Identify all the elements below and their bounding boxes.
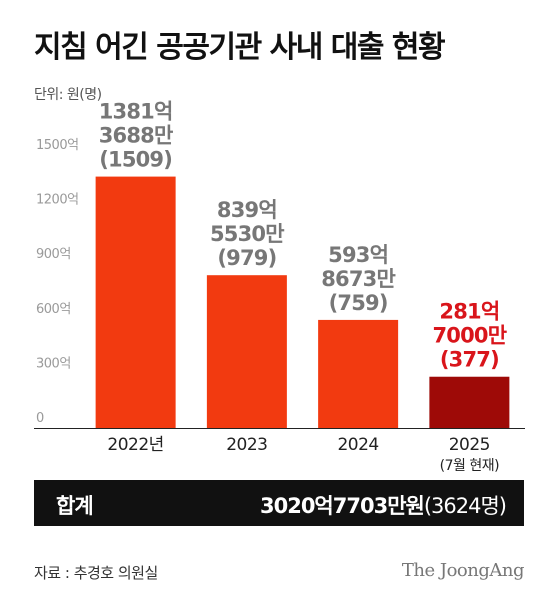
unit-label: 단위: 원(명) (34, 87, 102, 103)
bar (95, 176, 176, 428)
data-label: (759) (329, 291, 388, 315)
y-tick-label: 300억 (36, 356, 71, 371)
total-bar: 합계 3020억7703만원(3624명) (34, 480, 524, 526)
data-label: 7000만 (432, 324, 506, 348)
x-tick-label: 2023 (226, 435, 267, 455)
data-label: 5530만 (210, 222, 284, 246)
y-tick-label: 0 (36, 411, 44, 426)
data-label: (1509) (99, 148, 172, 172)
x-tick-label: 2025 (449, 435, 490, 455)
data-label: 593억 (328, 243, 388, 267)
total-count: (3624명) (423, 494, 507, 518)
x-tick-sublabel: (7월 현재) (440, 458, 499, 474)
data-label: 3688만 (99, 124, 173, 148)
x-tick-label: 2022년 (107, 435, 163, 455)
data-label: (377) (440, 348, 499, 372)
y-tick-label: 600억 (36, 302, 71, 317)
data-label: 839억 (217, 198, 277, 222)
total-label: 합계 (56, 494, 94, 518)
data-label: 1381억 (99, 100, 173, 124)
total-value: 3020억7703만원(3624명) (259, 490, 507, 520)
bar (318, 319, 399, 428)
bar (429, 376, 510, 428)
total-amount: 3020억7703만원 (259, 494, 425, 518)
chart-title: 지침 어긴 공공기관 사내 대출 현황 (34, 30, 446, 65)
source-note: 자료 : 추경호 의원실 (34, 564, 158, 582)
data-label: (979) (217, 246, 276, 270)
y-tick-label: 900억 (36, 247, 71, 262)
x-tick-label: 2024 (337, 435, 378, 455)
bar (206, 275, 287, 428)
y-tick-label: 1200억 (36, 193, 79, 208)
data-label: 8673만 (321, 267, 395, 291)
brand-logo: The JoongAng (401, 560, 525, 581)
data-label: 281억 (439, 300, 499, 324)
y-tick-label: 1500억 (36, 138, 79, 153)
